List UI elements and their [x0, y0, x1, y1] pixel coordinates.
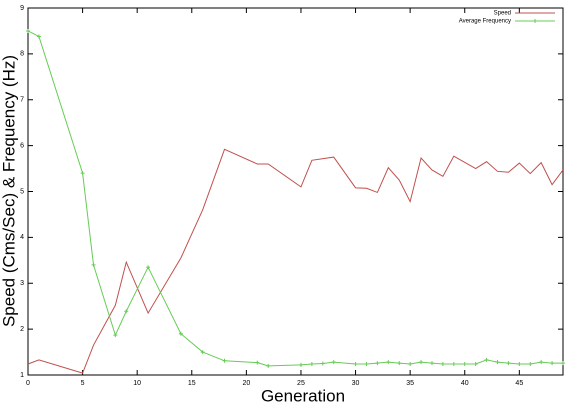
- point: [298, 362, 303, 367]
- point: [222, 358, 227, 363]
- point: [266, 363, 271, 368]
- y-tick-label: 3: [20, 280, 24, 287]
- legend-label: Average Frequency: [459, 19, 511, 25]
- point: [353, 361, 358, 366]
- y-tick-label: 9: [20, 5, 24, 12]
- point: [320, 361, 325, 366]
- x-tick-label: 30: [352, 380, 360, 387]
- point: [539, 360, 544, 365]
- point: [91, 262, 96, 267]
- point: [517, 361, 522, 366]
- point: [178, 331, 183, 336]
- point: [451, 361, 456, 366]
- x-tick-label: 0: [26, 380, 30, 387]
- point: [26, 28, 30, 33]
- point: [561, 361, 565, 366]
- point: [36, 34, 41, 39]
- y-axis-label: Speed (Cms/Sec) & Frequency (Hz): [0, 55, 18, 327]
- x-tick-label: 10: [133, 380, 141, 387]
- point: [124, 309, 129, 314]
- x-tick-label: 15: [188, 380, 196, 387]
- series-line: [27, 30, 563, 367]
- point: [462, 361, 467, 366]
- y-tick-label: 4: [20, 234, 24, 241]
- y-tick-label: 1: [20, 372, 24, 379]
- point: [550, 361, 555, 366]
- y-tick-label: 2: [20, 326, 24, 333]
- x-tick-label: 20: [242, 380, 250, 387]
- point: [364, 361, 369, 366]
- point: [200, 350, 205, 355]
- point: [408, 361, 413, 366]
- y-tick-label: 7: [20, 97, 24, 104]
- legend-marker: [533, 19, 537, 23]
- point: [506, 361, 511, 366]
- point: [331, 360, 336, 365]
- y-tick-label: 5: [20, 188, 24, 195]
- point: [146, 265, 151, 270]
- point: [473, 361, 478, 366]
- point: [113, 333, 118, 338]
- point: [440, 361, 445, 366]
- plot-frame: [27, 7, 564, 376]
- y-tick-label: 8: [20, 51, 24, 58]
- point: [309, 361, 314, 366]
- legend-label: Speed: [494, 11, 511, 17]
- x-tick-label: 40: [461, 380, 469, 387]
- x-tick-label: 25: [297, 380, 305, 387]
- x-tick-label: 5: [81, 380, 85, 387]
- point: [419, 360, 424, 365]
- series-line: [27, 148, 564, 374]
- point: [528, 361, 533, 366]
- point: [484, 357, 489, 362]
- x-tick-label: 45: [515, 380, 523, 387]
- point: [429, 361, 434, 366]
- point: [255, 360, 260, 365]
- x-axis-label: Generation: [261, 386, 345, 405]
- point: [495, 360, 500, 365]
- point: [397, 361, 402, 366]
- y-tick-label: 6: [20, 142, 24, 149]
- point: [375, 361, 380, 366]
- point: [386, 360, 391, 365]
- x-tick-label: 35: [406, 380, 414, 387]
- point: [80, 171, 85, 176]
